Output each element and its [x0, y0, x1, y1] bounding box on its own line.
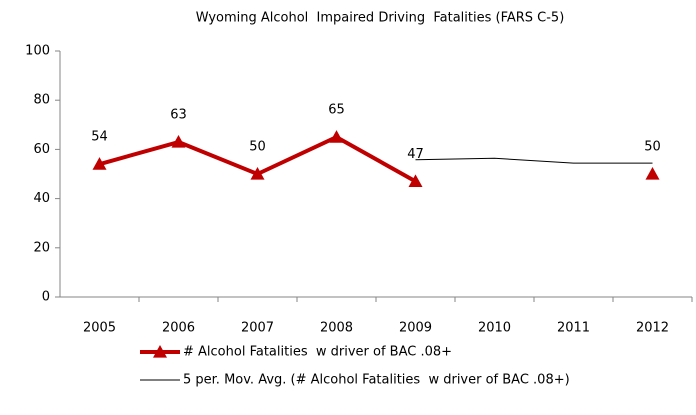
x-tick-label: 2008 [320, 321, 353, 336]
data-label: 50 [249, 140, 266, 155]
data-label: 65 [328, 103, 345, 118]
chart-title: Wyoming Alcohol Impaired Driving Fatalit… [196, 11, 565, 26]
x-tick-label: 2009 [399, 321, 432, 336]
x-tick-label: 2007 [241, 321, 274, 336]
y-tick-label: 80 [33, 93, 50, 108]
data-label: 50 [644, 140, 661, 155]
data-label: 63 [170, 108, 187, 123]
marker [408, 174, 423, 187]
y-tick-label: 20 [33, 240, 50, 255]
data-label: 47 [407, 147, 424, 162]
marker [645, 167, 660, 180]
marker [171, 135, 186, 148]
data-label: 54 [91, 130, 108, 145]
marker [250, 167, 265, 180]
x-tick-label: 2006 [162, 321, 195, 336]
x-tick-label: 2011 [557, 321, 590, 336]
y-tick-label: 60 [33, 142, 50, 157]
x-tick-label: 2012 [636, 321, 669, 336]
legend-label: 5 per. Mov. Avg. (# Alcohol Fatalities w… [183, 373, 570, 388]
marker [92, 157, 107, 170]
series-line [415, 157, 653, 164]
y-tick-label: 100 [25, 44, 50, 59]
y-tick-label: 40 [33, 191, 50, 206]
legend-label: # Alcohol Fatalities w driver of BAC .08… [183, 345, 452, 360]
x-tick-label: 2010 [478, 321, 511, 336]
x-tick-label: 2005 [83, 321, 116, 336]
legend-marker [153, 345, 167, 358]
marker [329, 130, 344, 143]
y-tick-label: 0 [42, 290, 50, 305]
